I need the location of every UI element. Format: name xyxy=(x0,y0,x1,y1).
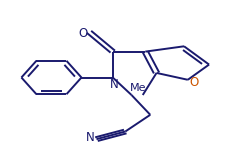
Text: N: N xyxy=(85,131,94,144)
Text: N: N xyxy=(110,78,119,91)
Text: O: O xyxy=(189,76,198,89)
Text: Me: Me xyxy=(130,83,146,93)
Text: O: O xyxy=(78,27,87,40)
